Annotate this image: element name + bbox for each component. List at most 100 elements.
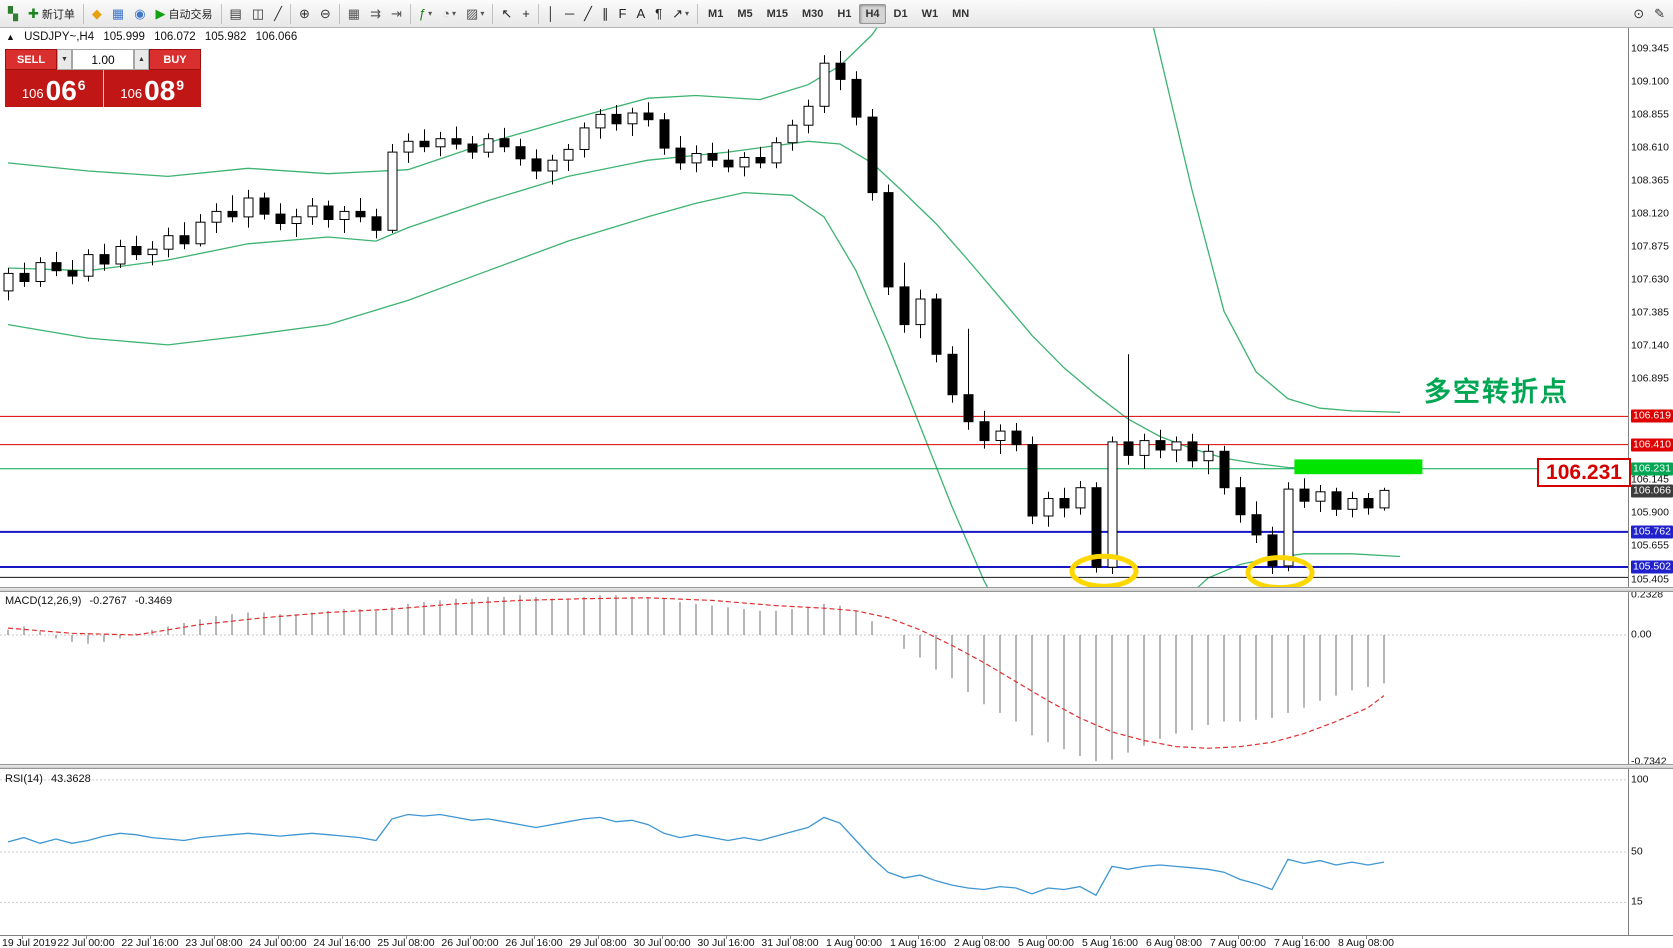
buy-price-display[interactable]: 106 08 9 [103, 70, 201, 107]
time-axis-tick [1302, 936, 1303, 939]
candle [339, 206, 350, 233]
timeframe-h1-button[interactable]: H1 [837, 7, 852, 20]
price-axis-label: 107.630 [1631, 273, 1669, 286]
main-chart-canvas[interactable] [0, 28, 1628, 588]
chart-grid-icon: ▚ [8, 6, 18, 21]
sell-price-display[interactable]: 106 06 6 [5, 70, 104, 107]
price-level-callout: 106.231 [1537, 458, 1631, 487]
candle [419, 129, 430, 153]
bollinger-lower-band [7, 191, 1401, 588]
zoom-out-button[interactable]: ⊖ [316, 2, 335, 26]
time-axis-tick [278, 936, 279, 939]
sell-button[interactable]: SELL [5, 49, 57, 70]
time-axis-label: 2 Aug 08:00 [953, 937, 1011, 948]
double-bottom-circle[interactable] [1245, 555, 1315, 588]
tile-windows-button[interactable]: ▦ [344, 2, 364, 26]
bollinger-upper-band [7, 28, 1401, 413]
trendline-button[interactable]: ╱ [580, 2, 596, 26]
fibonacci-icon: F [618, 6, 627, 21]
draw-button[interactable]: ✎ [1650, 2, 1669, 26]
new-order-button[interactable]: ✚ 新订单 [24, 2, 79, 26]
candle [499, 127, 510, 153]
new-order-button-label: 新订单 [41, 8, 75, 21]
rsi-axis-label: 15 [1631, 895, 1643, 908]
candle [819, 55, 830, 113]
timeframe-d1-button[interactable]: D1 [893, 7, 908, 20]
zoom-in-button[interactable]: ⊕ [295, 2, 314, 26]
panel-separator[interactable] [0, 764, 1673, 769]
candle [35, 257, 46, 287]
tile-windows-icon: ▦ [347, 6, 361, 21]
candle [243, 189, 254, 228]
timeframe-m5-button[interactable]: M5 [737, 7, 753, 20]
mql5-button[interactable]: ◆ [88, 2, 106, 26]
market-button[interactable]: ▦ [108, 2, 128, 26]
indicators-button[interactable]: ƒ ▾ [415, 2, 436, 26]
timeframe-mn-button[interactable]: MN [952, 7, 970, 20]
buy-button[interactable]: BUY [149, 49, 201, 70]
timeframe-w1-button[interactable]: W1 [921, 7, 939, 20]
double-bottom-circle[interactable] [1069, 553, 1139, 588]
time-axis-label: 24 Jul 16:00 [313, 937, 371, 948]
volume-down-button[interactable]: ▼ [57, 49, 72, 70]
macd-title: MACD(12,26,9) [5, 595, 82, 607]
timeframe-m30-button[interactable]: M30 [802, 7, 824, 20]
terminal-button[interactable]: ▚ [4, 2, 22, 26]
time-axis[interactable]: 19 Jul 2019 22 Jul 00:00 22 Jul 16:00 23 Ju… [0, 935, 1673, 948]
price-axis[interactable]: 109.345 109.100 108.855 108.610 108.365 108.1… [1628, 28, 1673, 935]
cursor-icon: ↖ [501, 6, 513, 21]
timeframe-h4-button[interactable]: H4 [859, 3, 886, 24]
signals-button[interactable]: ◉ [130, 2, 149, 26]
timeframe-m1-button[interactable]: M1 [708, 7, 724, 20]
periods-button[interactable]: ◔ ▾ [438, 2, 460, 26]
auto-scroll-button[interactable]: ⇉ [366, 2, 385, 26]
timeframe-m15-button[interactable]: M15 [766, 7, 788, 20]
fibonacci-button[interactable]: F [615, 2, 631, 26]
volume-up-button[interactable]: ▲ [134, 49, 149, 70]
cursor-button[interactable]: ↖ [497, 2, 516, 26]
one-click-toggle-icon[interactable]: ▲ [6, 32, 15, 42]
arrows-icon: ↗ [672, 6, 684, 21]
candle [1267, 526, 1278, 574]
search-button[interactable]: ⊙ [1629, 2, 1648, 26]
candle [99, 243, 110, 271]
highlight-zone[interactable] [1294, 459, 1423, 475]
ohlc-close: 106.066 [255, 31, 298, 43]
candle [1251, 501, 1262, 543]
candle [739, 152, 750, 177]
label-button[interactable]: ¶ [651, 2, 666, 26]
time-axis-label: 22 Jul 00:00 [57, 937, 115, 948]
arrows-button[interactable]: ↗ ▾ [668, 2, 693, 26]
time-axis-tick [1366, 936, 1367, 939]
time-axis-tick [86, 936, 87, 939]
horizontal-line-button[interactable]: ─ [561, 2, 578, 26]
price-axis-label: 108.365 [1631, 174, 1669, 187]
templates-button[interactable]: ▨ ▾ [462, 2, 488, 26]
time-axis-tick [406, 936, 407, 939]
price-line-label: 106.410 [1631, 438, 1673, 452]
panel-separator[interactable] [0, 587, 1673, 592]
line-chart-button[interactable]: ╱ [270, 2, 286, 26]
channel-button[interactable]: ∥ [598, 2, 613, 26]
time-axis-tick [982, 936, 983, 939]
time-axis-label: 29 Jul 08:00 [569, 937, 627, 948]
time-axis-tick [598, 936, 599, 939]
candle [563, 144, 574, 171]
vertical-line-button[interactable]: │ [543, 2, 559, 26]
time-axis-label: 30 Jul 00:00 [633, 937, 691, 948]
rsi-panel[interactable] [0, 770, 1628, 935]
price-axis-label: 105.405 [1631, 573, 1669, 586]
bar-chart-button[interactable]: ▤ [226, 2, 246, 26]
candle [195, 214, 206, 247]
macd-panel[interactable] [0, 592, 1628, 765]
text-button[interactable]: A [632, 2, 649, 26]
turning-point-annotation: 多空转折点 [1424, 377, 1569, 407]
crosshair-button[interactable]: + [518, 2, 534, 26]
mql5-icon: ◆ [91, 6, 102, 21]
time-axis-label: 1 Aug 00:00 [825, 937, 883, 948]
autotrading-button[interactable]: ▶ 自动交易 [152, 2, 217, 26]
candlestick-button[interactable]: ◫ [248, 2, 268, 26]
chart-shift-button[interactable]: ⇥ [387, 2, 406, 26]
price-line-label: 106.231 [1631, 462, 1673, 476]
volume-input[interactable]: 1.00 [72, 49, 134, 70]
